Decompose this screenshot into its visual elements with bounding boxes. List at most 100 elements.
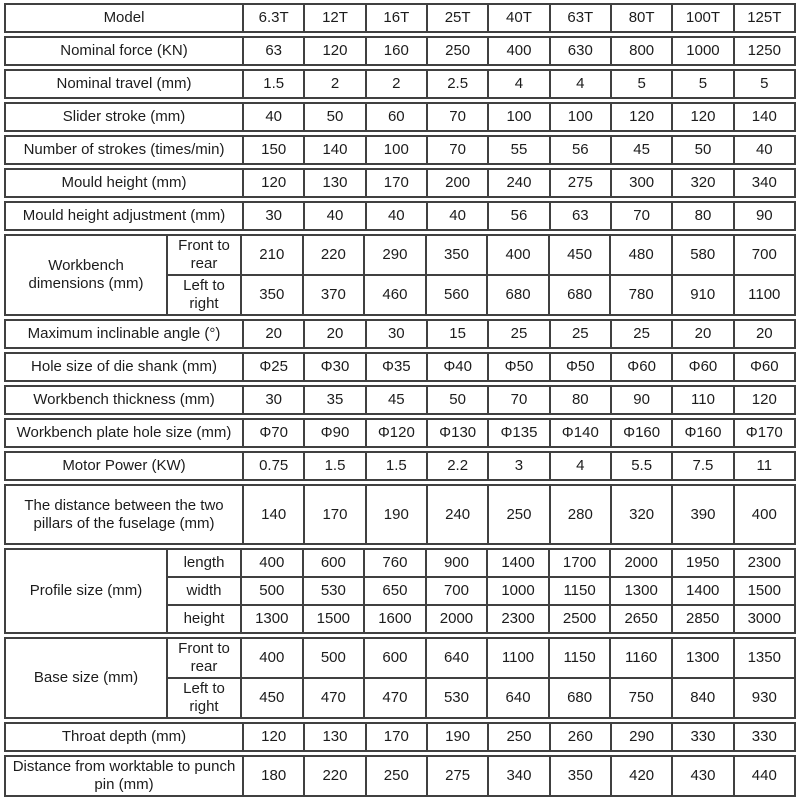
value-cell: 16T bbox=[367, 5, 428, 31]
value-cell: Φ35 bbox=[367, 354, 428, 380]
value-cell: 350 bbox=[551, 757, 612, 795]
group-label: Workbench dimensions (mm) bbox=[6, 236, 168, 314]
value-cell: 1300 bbox=[611, 578, 673, 604]
value-cell: 290 bbox=[612, 724, 674, 750]
value-cell: 40 bbox=[305, 203, 367, 229]
value-cell: 35 bbox=[305, 387, 367, 413]
value-cell: 5 bbox=[612, 71, 674, 97]
value-cell: 330 bbox=[751, 728, 777, 745]
value-cell: 50 bbox=[428, 387, 490, 413]
value-cell: 400 bbox=[242, 639, 304, 677]
value-cell: 63T bbox=[551, 5, 612, 31]
value-cell: 370 bbox=[304, 276, 366, 314]
value-cell: 930 bbox=[751, 689, 777, 706]
row-values: 350 370 460 560 680 680 780 910 1100 bbox=[242, 276, 794, 314]
value-cell: 20 bbox=[244, 321, 306, 347]
value-cell: 500 bbox=[304, 639, 366, 677]
value-cell: 1000 bbox=[488, 578, 550, 604]
value-cell: 1350 bbox=[747, 649, 781, 666]
row-values: Φ70 Φ90 Φ120 Φ130 Φ135 Φ140 Φ160 Φ160 Φ170 bbox=[244, 420, 794, 446]
row-values: 150 140 100 70 55 56 45 50 40 bbox=[244, 137, 794, 163]
row-sublabel: length bbox=[168, 550, 242, 576]
value-cell: 260 bbox=[551, 724, 612, 750]
value-cell: 130 bbox=[305, 724, 367, 750]
value-cell: 100 bbox=[551, 104, 612, 130]
value-cell: 190 bbox=[428, 724, 490, 750]
row-values: 40 50 60 70 100 100 120 120 140 bbox=[244, 104, 794, 130]
table-row-workbench-front-to-rear: Front to rear 210 220 290 350 400 450 480 580 70… bbox=[168, 236, 794, 274]
table-row-profile-width: width 500 530 650 700 1000 1150 1300 1400 1500 bbox=[168, 576, 794, 604]
row-label: Model bbox=[6, 5, 244, 31]
value-cell: 3000 bbox=[747, 610, 781, 627]
subrow-container: Front to rear 210 220 290 350 400 450 480 580 70… bbox=[168, 236, 794, 314]
value-cell: 56 bbox=[489, 203, 551, 229]
value-cell: 400 bbox=[488, 236, 550, 274]
value-cell: 500 bbox=[242, 578, 304, 604]
value-cell: 63 bbox=[551, 203, 612, 229]
row-label: Nominal force (KN) bbox=[6, 38, 244, 64]
value-cell: 70 bbox=[612, 203, 674, 229]
value-cell: 2850 bbox=[673, 606, 735, 632]
value-cell: 440 bbox=[751, 767, 777, 784]
value-cell: 40 bbox=[367, 203, 428, 229]
value-cell: 40 bbox=[428, 203, 490, 229]
value-cell: 4 bbox=[551, 71, 612, 97]
value-cell: 130 bbox=[305, 170, 367, 196]
row-label: Workbench thickness (mm) bbox=[6, 387, 244, 413]
value-cell: 1600 bbox=[365, 606, 427, 632]
value-cell: Φ135 bbox=[489, 420, 551, 446]
table-row-die-shank-hole-size: Hole size of die shank (mm) Φ25 Φ30 Φ35 Φ40… bbox=[4, 352, 796, 382]
value-cell: 400 bbox=[489, 38, 551, 64]
spec-sheet-page: Model 6.3T 12T 16T 25T 40T 63T 80T 100T 125T Nom… bbox=[4, 3, 796, 797]
value-cell: 640 bbox=[427, 639, 489, 677]
value-cell: 400 bbox=[242, 550, 304, 576]
table-row-mould-height-adjustment: Mould height adjustment (mm) 30 40 40 40 56 6… bbox=[4, 201, 796, 231]
row-label: Mould height adjustment (mm) bbox=[6, 203, 244, 229]
value-cell: 55 bbox=[489, 137, 551, 163]
value-cell: 2.2 bbox=[428, 453, 490, 479]
value-cell: 25T bbox=[428, 5, 490, 31]
value-cell: Φ130 bbox=[428, 420, 490, 446]
value-cell: 400 bbox=[751, 505, 777, 523]
value-cell: 2 bbox=[367, 71, 428, 97]
value-cell: 630 bbox=[551, 38, 612, 64]
row-values: 400 500 600 640 1100 1150 1160 1300 1350 bbox=[242, 639, 794, 677]
row-label: Distance from worktable to punch pin (mm… bbox=[6, 757, 244, 795]
value-cell: Φ170 bbox=[745, 424, 783, 441]
table-row-motor-power: Motor Power (KW) 0.75 1.5 1.5 2.2 3 4 5.5 7.5 11 bbox=[4, 451, 796, 481]
value-cell: 120 bbox=[751, 391, 777, 408]
row-label: Workbench plate hole size (mm) bbox=[6, 420, 244, 446]
value-cell: 275 bbox=[428, 757, 490, 795]
value-cell: 4 bbox=[489, 71, 551, 97]
row-label: Motor Power (KW) bbox=[6, 453, 244, 479]
value-cell: 5.5 bbox=[612, 453, 674, 479]
value-cell: 100 bbox=[489, 104, 551, 130]
value-cell: 450 bbox=[550, 236, 612, 274]
value-cell: 250 bbox=[428, 38, 490, 64]
value-cell: 600 bbox=[365, 639, 427, 677]
value-cell: 1100 bbox=[748, 286, 781, 303]
value-cell: 63 bbox=[244, 38, 306, 64]
value-cell: 330 bbox=[673, 724, 735, 750]
subrow-container: length 400 600 760 900 1400 1700 2000 1950 2300 … bbox=[168, 550, 794, 632]
row-values: 140 170 190 240 250 280 320 390 400 bbox=[244, 486, 794, 543]
value-cell: 430 bbox=[673, 757, 735, 795]
value-cell: 250 bbox=[367, 757, 428, 795]
value-cell: 120 bbox=[244, 170, 306, 196]
value-cell: 45 bbox=[367, 387, 428, 413]
value-cell: 320 bbox=[612, 486, 674, 543]
value-cell: 910 bbox=[673, 276, 735, 314]
value-cell: 240 bbox=[489, 170, 551, 196]
value-cell: 650 bbox=[365, 578, 427, 604]
value-cell: 470 bbox=[304, 679, 366, 717]
value-cell: 580 bbox=[673, 236, 735, 274]
value-cell: 840 bbox=[673, 679, 735, 717]
row-values: 450 470 470 530 640 680 750 840 930 bbox=[242, 679, 794, 717]
row-label: Throat depth (mm) bbox=[6, 724, 244, 750]
value-cell: 530 bbox=[304, 578, 366, 604]
table-row-workbench-thickness: Workbench thickness (mm) 30 35 45 50 70 80 90 1… bbox=[4, 385, 796, 415]
value-cell: 1160 bbox=[611, 639, 673, 677]
value-cell: 160 bbox=[367, 38, 428, 64]
value-cell: 1100 bbox=[488, 639, 550, 677]
value-cell: 470 bbox=[365, 679, 427, 717]
